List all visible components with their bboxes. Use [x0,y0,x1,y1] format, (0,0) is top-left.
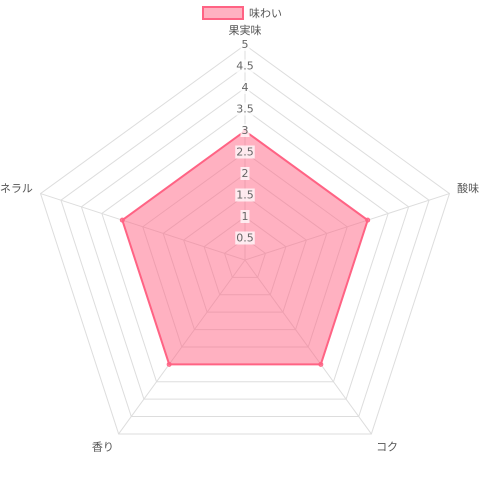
tick-bg [235,145,255,159]
tick-bg [240,167,250,180]
data-point [119,217,125,223]
r-tick-label: 5 [242,38,249,51]
legend-label: 味わい [249,7,282,20]
category-label: 酸味 [457,181,479,195]
category-label: コク [376,440,398,453]
r-tick-label: 1 [242,210,249,223]
tick-bg [240,210,250,223]
data-area [121,129,369,366]
legend-swatch [202,6,244,20]
r-tick-label: 2.5 [236,146,254,159]
tick-bg [235,59,255,73]
tick-bg [240,124,250,137]
data-point [318,361,324,367]
tick-bg [235,188,255,202]
tick-bg [235,102,255,116]
r-tick-label: 4 [242,81,249,94]
tick-bg [240,38,250,51]
r-tick-label: 1.5 [236,189,254,202]
r-tick-label: 2 [242,167,249,180]
r-tick-label: 3.5 [236,103,254,116]
tick-bg [235,231,255,245]
grid-line [60,65,430,418]
category-label: ミネラル [0,182,33,195]
category-label: 果実味 [229,23,262,37]
category-label: 香り [92,440,114,453]
tick-bg [240,81,250,94]
grid-line [39,44,451,435]
grid-line [80,87,410,400]
data-point [166,361,172,367]
data-point [365,217,371,223]
r-tick-label: 4.5 [236,60,254,73]
grid-line [101,108,389,383]
r-tick-label: 0.5 [236,232,254,245]
r-tick-label: 3 [242,124,249,137]
